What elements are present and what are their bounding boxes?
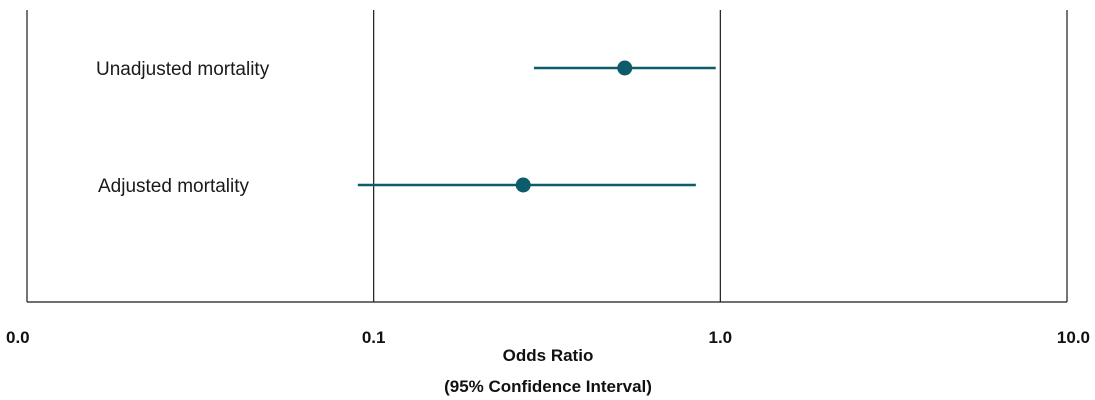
x-axis-title-line-2: (95% Confidence Interval) [444,377,652,396]
x-tick-labels: 0.0 0.1 1.0 10.0 [6,328,1090,347]
forest-row-0: Unadjusted mortality [96,59,716,80]
x-axis-title-line-1: Odds Ratio [503,346,594,365]
x-tick-label-2: 1.0 [709,328,733,347]
x-tick-label-1: 0.1 [362,328,386,347]
row-label: Adjusted mortality [98,176,250,197]
forest-row-1: Adjusted mortality [98,176,696,197]
x-tick-label-0: 0.0 [6,328,30,347]
x-tick-label-3: 10.0 [1057,328,1090,347]
row-label: Unadjusted mortality [96,59,270,80]
gridlines [26,10,1068,302]
forest-rows: Unadjusted mortality Adjusted mortality [96,59,716,197]
point-estimate-marker [617,60,633,76]
x-axis-title: Odds Ratio (95% Confidence Interval) [444,346,652,396]
point-estimate-marker [515,177,531,193]
